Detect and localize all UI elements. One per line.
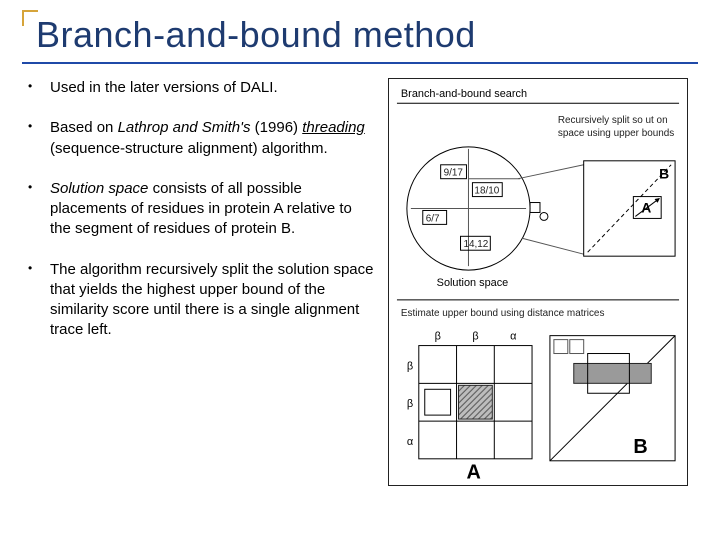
big-A-label: A: [466, 462, 480, 484]
node-icon: [530, 203, 540, 213]
row-label: β: [407, 360, 413, 372]
big-B-label: B: [633, 436, 647, 458]
title-rule: [22, 62, 698, 64]
mini-box: [570, 340, 584, 354]
corner-accent: [22, 10, 38, 26]
small-A-label: A: [641, 199, 651, 215]
list-item: Solution space consists of all possible …: [22, 179, 374, 240]
figure-lower-caption: Estimate upper bound using distance matr…: [401, 308, 605, 319]
cell-label: 9/17: [444, 168, 464, 179]
highlight-band: [574, 363, 651, 383]
zoom-line: [518, 165, 584, 179]
figure-panel: Branch-and-bound search Recursively spli…: [388, 78, 688, 486]
cell-label: 18/10: [474, 186, 499, 197]
highlight-cell: [459, 385, 493, 419]
bullet-list: Used in the later versions of DALI. Base…: [22, 78, 374, 486]
figure-caption-r2: space using upper bounds: [558, 128, 674, 139]
text-italic-underline: threading: [302, 119, 365, 136]
mini-box: [554, 340, 568, 354]
matrix-A: β β α β β α A: [407, 331, 532, 484]
text: The algorithm recursively split the solu…: [50, 261, 373, 339]
small-B-label: B: [659, 166, 669, 182]
text: Based on: [50, 119, 118, 136]
figure-header: Branch-and-bound search: [401, 88, 527, 100]
tri-diag: [550, 336, 675, 461]
page-title: Branch-and-bound method: [36, 14, 698, 56]
text: Used in the later versions of DALI.: [50, 79, 278, 96]
list-item: Based on Lathrop and Smith's (1996) thre…: [22, 118, 374, 159]
zoom-line: [522, 238, 584, 254]
node-icon: [540, 212, 548, 220]
list-item: The algorithm recursively split the solu…: [22, 260, 374, 341]
list-item: Used in the later versions of DALI.: [22, 78, 374, 98]
col-label: β: [435, 331, 441, 343]
col-label: β: [472, 331, 478, 343]
text-italic: Solution space: [50, 180, 148, 197]
text-italic: Lathrop and Smith's: [118, 119, 251, 136]
row-label: α: [407, 436, 413, 448]
row-label: β: [407, 398, 413, 410]
figure-svg: Branch-and-bound search Recursively spli…: [389, 79, 687, 485]
text: (sequence-structure alignment) algorithm…: [50, 140, 328, 157]
body-row: Used in the later versions of DALI. Base…: [22, 78, 698, 486]
figure-caption-r1: Recursively split so ut on: [558, 115, 668, 126]
cell-label: 14,12: [464, 239, 489, 250]
text: (1996): [251, 119, 303, 136]
matrix-B: B: [550, 336, 675, 461]
cell-label: 6/7: [426, 213, 440, 224]
slide-root: Branch-and-bound method Used in the late…: [0, 0, 720, 540]
inner-box: [425, 389, 451, 415]
col-label: α: [510, 331, 516, 343]
solution-space-label: Solution space: [437, 277, 509, 289]
